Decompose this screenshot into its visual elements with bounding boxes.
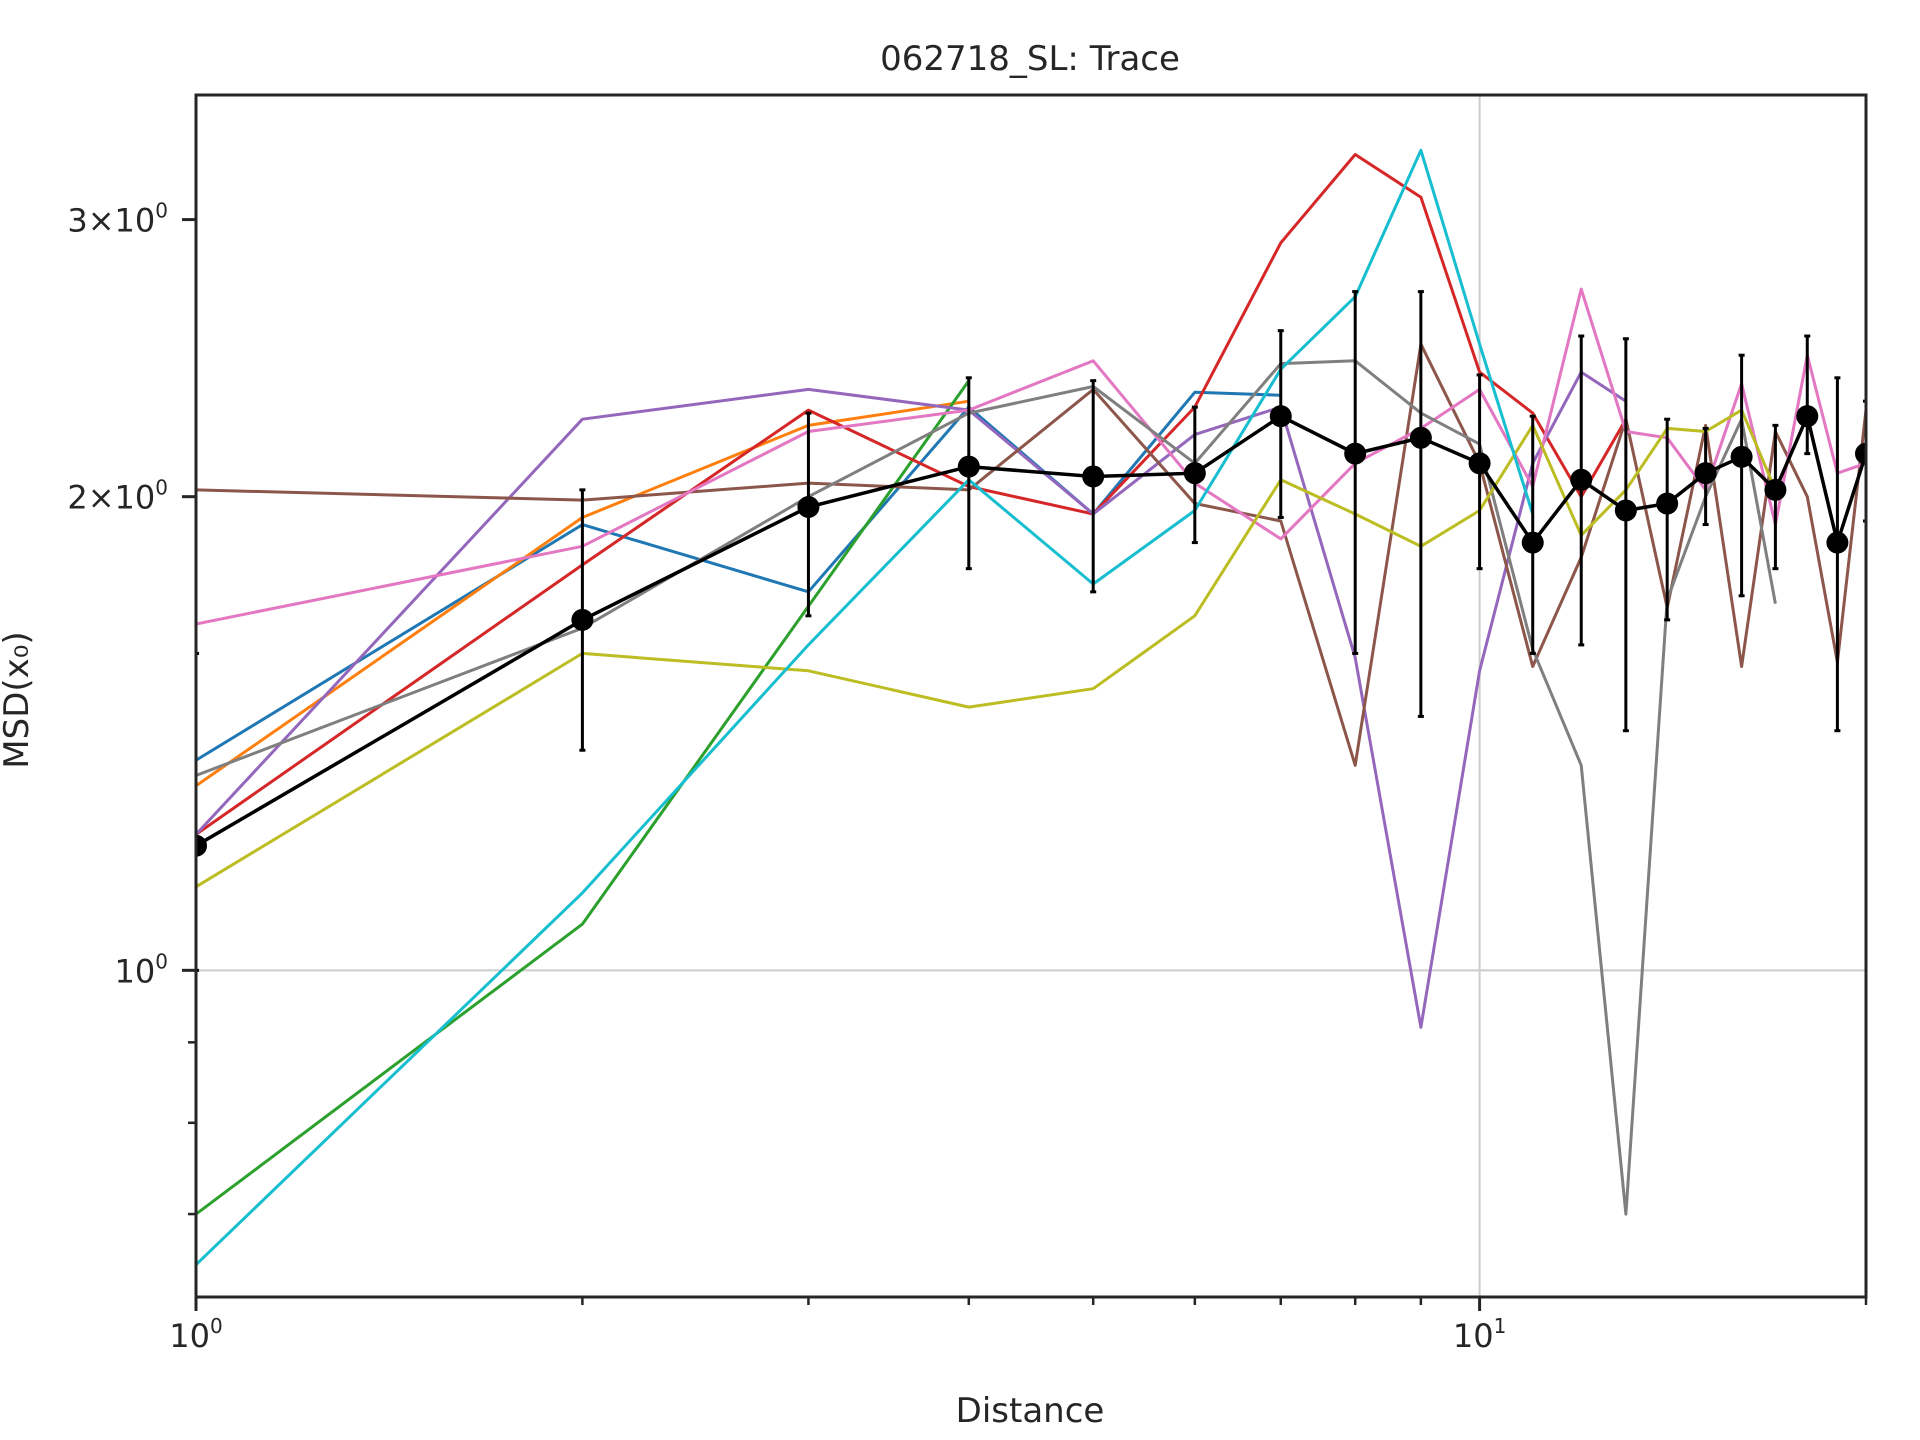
mean-point: [1796, 405, 1819, 428]
ticks: 100 101 100 2×100 3×100: [67, 199, 1868, 1355]
plot-frame: [194, 93, 1868, 1299]
mean-point: [1656, 492, 1679, 515]
y-tick-label: 2×100: [67, 476, 168, 517]
mean-point: [1694, 462, 1717, 485]
chart-title: 062718_SL: Trace: [880, 39, 1180, 79]
y-tick-label: 100: [115, 949, 168, 990]
series-line-2: [196, 399, 970, 788]
mean-point: [797, 495, 820, 518]
mean-point: [571, 608, 594, 631]
mean-point: [1183, 462, 1206, 485]
mean-point: [1730, 445, 1753, 468]
series-line-7: [196, 287, 1866, 626]
x-axis-label: Distance: [956, 1391, 1105, 1431]
mean-point: [1082, 465, 1105, 488]
mean-point: [1269, 405, 1292, 428]
mean-point: [1570, 468, 1593, 491]
series-line-6: [196, 342, 1866, 767]
mean-point: [1409, 426, 1432, 449]
mean-point: [1614, 499, 1637, 522]
mean-point: [196, 834, 207, 857]
mean-series-layer: [196, 290, 1866, 972]
series-line-4: [196, 153, 1628, 836]
mean-point: [1855, 442, 1866, 465]
y-axis-label: MSD(x₀): [0, 631, 37, 768]
series-line-3: [196, 379, 971, 1216]
mean-point: [1826, 531, 1849, 554]
mean-point: [1468, 452, 1491, 475]
mean-point: [957, 455, 980, 478]
mean-point: [1344, 442, 1367, 465]
mean-point: [1764, 478, 1787, 501]
x-tick-label: 101: [1453, 1314, 1506, 1355]
mean-point: [1521, 531, 1544, 554]
y-tick-label: 3×100: [67, 199, 168, 240]
gridlines: [196, 95, 1866, 1297]
x-tick-label: 100: [169, 1314, 222, 1355]
